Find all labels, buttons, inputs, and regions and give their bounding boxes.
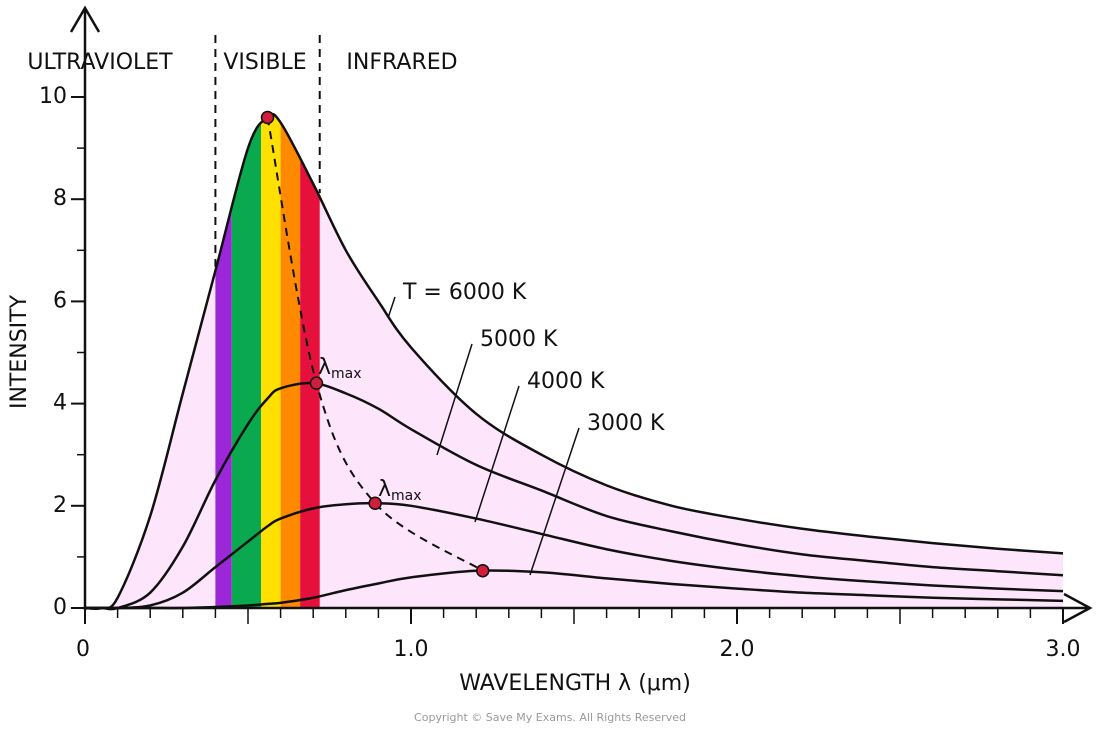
peak-marker (475, 563, 490, 578)
subscript: max (391, 488, 422, 504)
y-tick-label: 8 (53, 186, 67, 211)
y-tick-label: 2 (53, 493, 67, 518)
label-pointer (387, 296, 396, 319)
subscript: max (331, 366, 362, 382)
y-axis-label: INTENSITY (7, 294, 32, 409)
symbol: λ (378, 477, 391, 502)
x-tick-label: 1.0 (394, 637, 429, 662)
series-label: 4000 K (527, 369, 605, 394)
x-axis (85, 592, 1093, 624)
lambda-max-label: λmax (378, 477, 422, 504)
symbol: λ (318, 355, 331, 380)
series-label: 3000 K (587, 411, 665, 436)
area-fill (85, 114, 1063, 609)
curve (84, 501, 1064, 610)
peak-marker (309, 376, 324, 390)
y-tick-label: 4 (53, 391, 67, 416)
spectrum-band (300, 114, 320, 608)
region-label: INFRARED (346, 50, 457, 75)
label-pointer (474, 385, 520, 523)
x-axis-label: WAVELENGTH λ (μm) (459, 671, 691, 696)
copyright: Copyright © Save My Exams. All Rights Re… (414, 711, 686, 724)
spectrum-band (215, 114, 232, 608)
y-axis (69, 5, 101, 610)
peak-marker (260, 110, 275, 125)
lambda-max-label: λmax (318, 355, 362, 382)
series-label: 5000 K (480, 327, 558, 352)
plot: ULTRAVIOLET VISIBLE INFRARED 0 2 4 6 8 10 0 1.0 2.0… (27, 35, 1081, 662)
region-label: ULTRAVIOLET (27, 50, 173, 75)
series-label: T = 6000 K (402, 280, 527, 305)
label-pointer (436, 343, 473, 456)
y-tick-label: 10 (39, 84, 67, 109)
y-tick-label: 0 (53, 595, 67, 620)
peak-marker (368, 496, 382, 510)
fills (85, 114, 1063, 609)
curve (84, 381, 1064, 611)
x-tick-label: 0 (76, 637, 90, 662)
curve (84, 112, 1064, 610)
region-label: VISIBLE (223, 50, 306, 75)
peak-locus (266, 117, 484, 572)
label-pointer (529, 427, 580, 576)
x-tick-label: 3.0 (1046, 637, 1081, 662)
x-tick-label: 2.0 (720, 637, 755, 662)
spectrum-band (280, 114, 301, 608)
y-tick-label: 6 (53, 288, 67, 313)
spectrum-band (261, 114, 281, 608)
spectrum-band (231, 114, 262, 608)
